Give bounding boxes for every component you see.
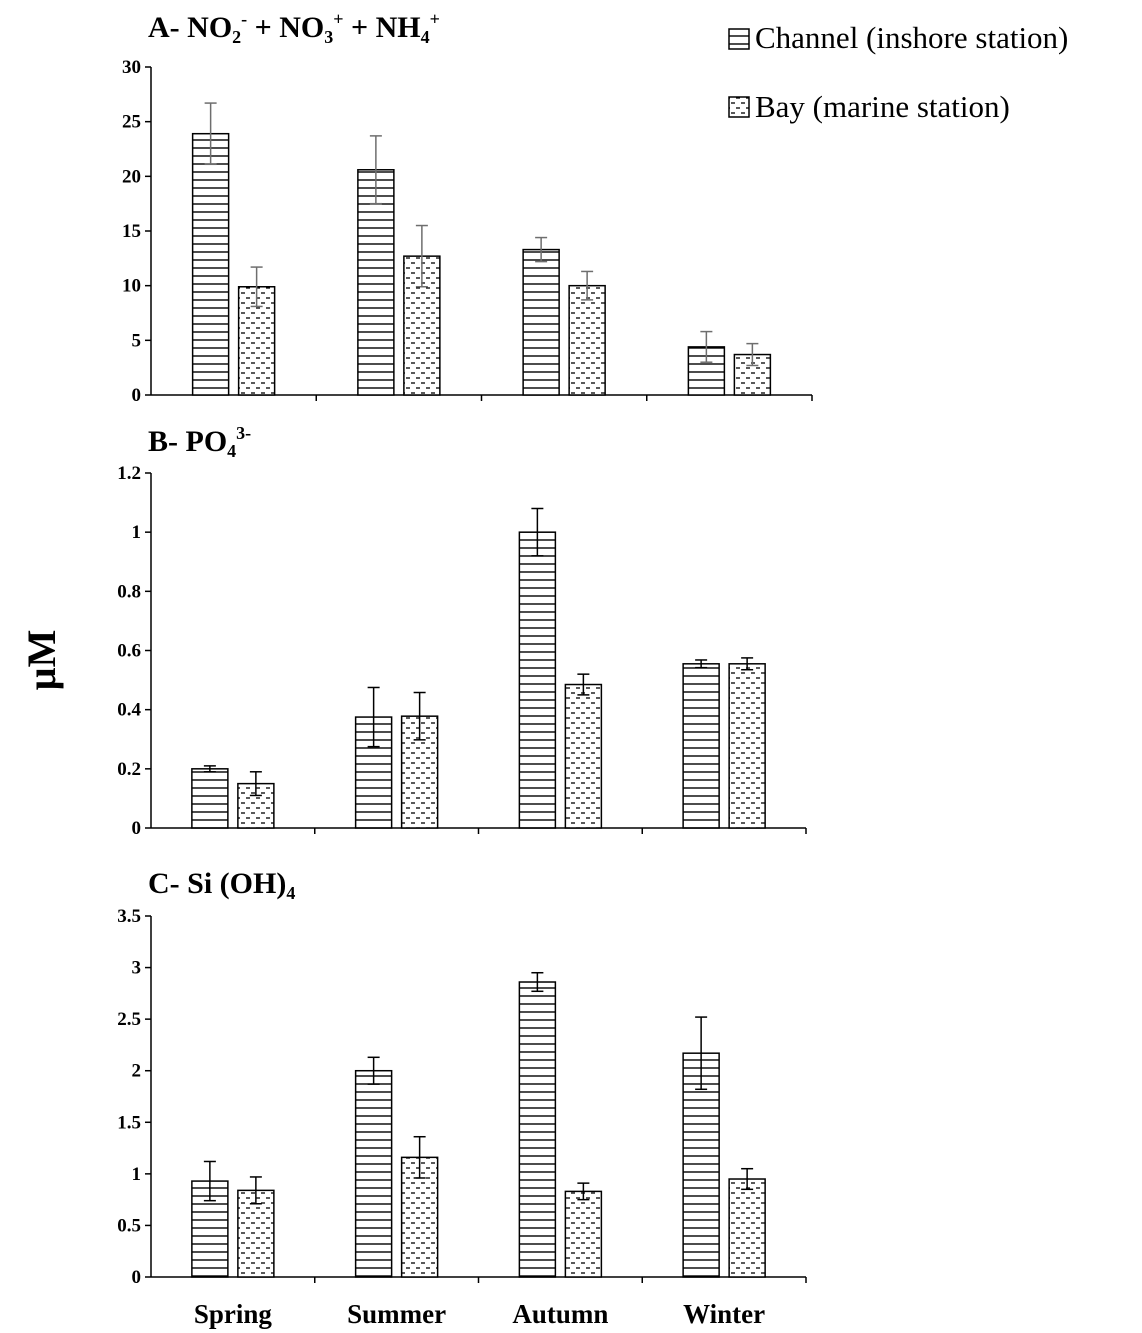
panel-c-error-bar-channel-spring [203,1160,216,1202]
panel-a-y-tick-label: 20 [122,166,141,187]
legend-swatch-bay [728,96,750,118]
panel-c-y-tick-label: 1.5 [117,1112,141,1133]
panel-b-error-bar-channel-autumn [531,507,544,557]
panel-c-y-tick-label: 3.5 [117,906,141,927]
panel-a: A- NO2- + NO3+ + NH4+ 0 5 10 15 20 25 30 [122,9,813,406]
panel-a-error-bar-channel-winter [700,330,713,363]
panel-a-bar-bay-spring [237,286,276,396]
panel-b-y-tick-label: 0.4 [117,700,141,721]
category-label-winter: Winter [683,1299,765,1329]
panel-b-error-bar-channel-spring [203,765,216,773]
panel-b-bar-bay-autumn [564,683,603,829]
legend-swatch-channel [728,28,750,50]
panel-b-error-bar-bay-summer [413,691,426,741]
legend: Channel (inshore station) Bay (marine st… [728,20,1068,124]
panel-b-y-tick-label: 0.8 [117,581,141,602]
y-axis-label: µM [19,630,64,691]
panel-c-y-tick-label: 3 [132,958,142,979]
panel-b-error-bar-channel-winter [695,659,708,669]
panel-a-bar-channel-summer [357,169,395,396]
panel-b-bar-channel-autumn [518,531,557,829]
panel-b-y-tick-label: 0.6 [117,641,141,662]
legend-item-channel: Channel (inshore station) [728,20,1068,55]
panel-a-title: A- NO2- + NO3+ + NH4+ [148,9,440,47]
panel-a-bar-channel-autumn [522,248,560,396]
panel-c-bar-bay-winter [728,1178,766,1278]
panel-c-error-bar-bay-autumn [577,1182,590,1201]
panel-c-title: C- Si (OH)4 [148,867,295,903]
panel-b-error-bar-bay-spring [249,771,262,797]
panel-c-y-tick-label: 2.5 [117,1009,141,1030]
panel-a-error-bar-channel-spring [204,102,217,166]
panel-c-error-bar-channel-summer [367,1056,380,1085]
panel-c-error-bar-bay-spring [249,1176,262,1205]
panel-b-error-bar-bay-winter [741,657,754,671]
panel-a-y-tick-label: 0 [132,385,142,406]
panel-c-error-bar-bay-winter [741,1167,754,1191]
panel-b: B- PO43- 0 0.2 0.4 0.6 0.8 1 1.2 [117,423,807,839]
legend-label-bay: Bay (marine station) [755,89,1010,124]
panel-a-y-tick-label: 10 [122,276,141,297]
panel-a-error-bar-bay-autumn [581,270,594,301]
panel-a-error-bar-channel-autumn [535,236,548,263]
panel-c-bar-channel-autumn [518,981,557,1278]
panel-c-error-bar-bay-summer [413,1135,426,1179]
panel-c-error-bar-channel-winter [695,1016,708,1091]
panel-c-bar-channel-summer [354,1069,393,1278]
panel-a-y-tick-label: 5 [132,330,142,351]
panel-c-y-tick-label: 0 [132,1267,142,1288]
panel-b-bar-channel-winter [682,663,720,829]
panel-a-y-tick-label: 25 [122,112,141,133]
panel-a-bar-bay-summer [403,255,441,396]
panel-b-bar-bay-spring [237,782,275,829]
panel-a-error-bar-bay-spring [250,266,263,308]
panel-a-error-bar-bay-winter [746,342,759,367]
panel-c-y-tick-label: 1 [132,1164,142,1185]
panel-c-bar-bay-autumn [564,1190,603,1278]
panel-a-error-bar-channel-summer [369,135,382,205]
panel-b-y-tick-label: 1 [132,522,142,543]
panel-a-error-bar-bay-summer [415,224,428,288]
panel-a-y-tick-label: 15 [122,221,141,242]
panel-a-y-tick-label: 30 [122,57,141,78]
panel-b-y-tick-label: 1.2 [117,463,141,484]
panel-b-y-tick-label: 0 [132,818,142,839]
panel-a-bar-channel-spring [191,132,230,396]
panel-b-bar-channel-spring [191,768,229,829]
panel-a-bar-bay-autumn [568,284,606,396]
panel-c-y-tick-label: 2 [132,1061,142,1082]
panel-c-error-bar-channel-autumn [531,971,544,993]
category-label-autumn: Autumn [512,1299,608,1329]
category-label-spring: Spring [194,1299,273,1329]
panel-c: C- Si (OH)4 0 0.5 1 1.5 2 2.5 3 3.5 Spring Summer A… [117,867,807,1329]
panel-b-bar-bay-winter [728,663,766,829]
panel-b-title: B- PO43- [148,423,251,461]
panel-b-error-bar-bay-autumn [577,673,590,696]
panel-c-y-tick-label: 0.5 [117,1215,141,1236]
legend-item-bay: Bay (marine station) [728,89,1010,124]
panel-b-y-tick-label: 0.2 [117,759,141,780]
category-label-summer: Summer [347,1299,446,1329]
legend-label-channel: Channel (inshore station) [755,20,1068,55]
panel-b-error-bar-channel-summer [367,686,380,748]
